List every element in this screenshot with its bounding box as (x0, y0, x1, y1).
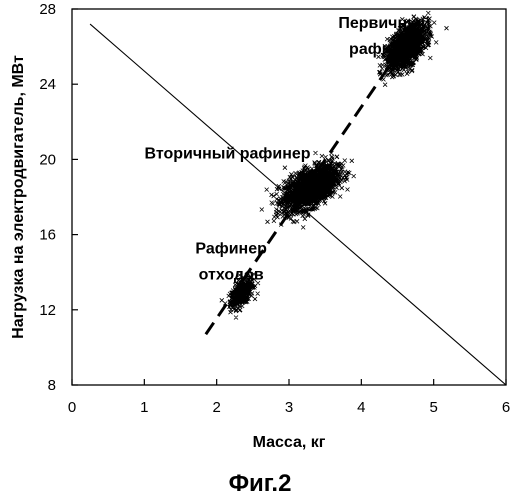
y-tick-label: 20 (39, 151, 56, 168)
cluster-annotation: Первичный (338, 15, 430, 32)
y-tick-label: 8 (48, 377, 56, 394)
y-tick-label: 16 (39, 227, 56, 244)
y-tick-label: 28 (39, 1, 56, 18)
x-tick-label: 1 (140, 399, 148, 416)
cluster-annotation: Рафинер (195, 240, 267, 257)
x-tick-label: 2 (212, 399, 220, 416)
cluster (260, 151, 356, 229)
figure-caption: Фиг.2 (229, 470, 292, 497)
x-tick-label: 4 (357, 399, 365, 416)
cluster-annotation: рафинер (349, 41, 420, 58)
cluster-annotation: Вторичный рафинер (144, 145, 310, 162)
x-tick-label: 5 (429, 399, 437, 416)
x-tick-label: 3 (285, 399, 293, 416)
cluster-points (260, 151, 356, 229)
y-tick-label: 24 (39, 76, 56, 93)
x-tick-label: 0 (68, 399, 76, 416)
axis-tick-labels: 012345681216202428 (39, 1, 510, 416)
x-tick-label: 6 (502, 399, 510, 416)
cluster-annotation: отходов (199, 267, 264, 284)
cluster-annotations: Рафинер отходов Вторичный рафинер Первичный… (144, 15, 430, 284)
y-tick-label: 12 (39, 302, 56, 319)
reference-line (90, 24, 506, 385)
plot-lines (90, 24, 506, 385)
y-axis-title: Нагрузка на электродвигатель, МВт (10, 55, 27, 339)
x-axis-title: Масса, кг (253, 434, 326, 451)
